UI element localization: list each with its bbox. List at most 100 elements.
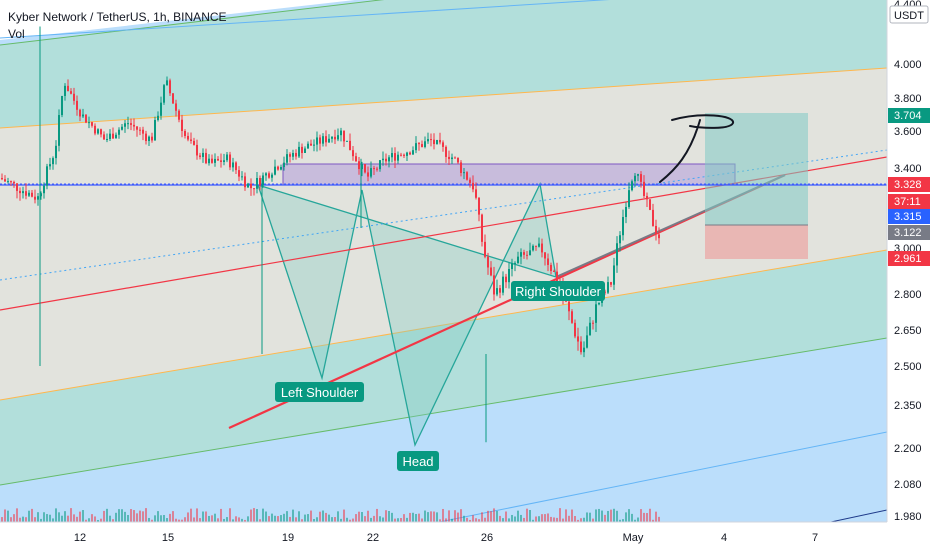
candle bbox=[454, 156, 456, 159]
volume-bar bbox=[316, 517, 318, 522]
channel-lower-green-band bbox=[0, 250, 887, 485]
candle bbox=[52, 156, 54, 170]
volume-bar bbox=[439, 519, 441, 522]
candle bbox=[424, 136, 426, 149]
price-tick-label: 2.080 bbox=[894, 479, 922, 491]
candle bbox=[526, 251, 528, 260]
volume-bar bbox=[241, 518, 243, 522]
candle bbox=[397, 151, 399, 164]
volume-bar bbox=[76, 516, 78, 522]
candle bbox=[400, 152, 402, 157]
candle bbox=[298, 141, 300, 158]
volume-bar bbox=[490, 511, 492, 522]
chart-symbol-title: Kyber Network / TetherUS, 1h, BINANCE bbox=[8, 10, 227, 24]
volume-bar bbox=[310, 510, 312, 522]
volume-bar bbox=[370, 517, 372, 522]
volume-bar bbox=[82, 510, 84, 522]
volume-bar bbox=[193, 517, 195, 522]
time-tick-label: 26 bbox=[481, 532, 493, 544]
volume-bar bbox=[406, 517, 408, 522]
volume-bar bbox=[598, 508, 600, 522]
candle bbox=[250, 178, 252, 196]
candle bbox=[181, 114, 183, 138]
candle bbox=[76, 95, 78, 116]
candle bbox=[247, 182, 249, 188]
candle bbox=[376, 166, 378, 172]
candle bbox=[319, 134, 321, 151]
price-tag-text: 2.961 bbox=[894, 253, 922, 265]
candle bbox=[427, 132, 429, 144]
volume-bar bbox=[343, 509, 345, 522]
volume-bar bbox=[379, 516, 381, 522]
volume-bar bbox=[385, 510, 387, 522]
candle bbox=[37, 192, 39, 206]
candle bbox=[364, 163, 366, 174]
time-tick-label: 22 bbox=[367, 532, 379, 544]
candle bbox=[109, 129, 111, 141]
volume-bar bbox=[178, 519, 180, 522]
volume-bar bbox=[1, 517, 3, 522]
candle bbox=[226, 151, 228, 163]
candle bbox=[406, 151, 408, 161]
candle bbox=[640, 171, 642, 188]
volume-bar bbox=[265, 511, 267, 522]
volume-bar bbox=[646, 513, 648, 522]
currency-badge[interactable] bbox=[889, 5, 929, 24]
candle bbox=[301, 143, 303, 159]
volume-bar bbox=[334, 517, 336, 522]
label-right-shoulder-text: Right Shoulder bbox=[515, 284, 602, 299]
channel-bottom-blue-band bbox=[0, 338, 887, 522]
volume-bar bbox=[37, 512, 39, 522]
volume-bar bbox=[220, 508, 222, 522]
candle bbox=[10, 180, 12, 186]
volume-bar bbox=[583, 517, 585, 522]
price-tag-text: 3.328 bbox=[894, 179, 922, 191]
candle bbox=[31, 189, 33, 198]
channel-line-upper bbox=[0, 67, 887, 129]
price-tag: 3.704 bbox=[888, 108, 930, 123]
candle bbox=[391, 147, 393, 163]
candle bbox=[145, 130, 147, 145]
candle bbox=[586, 326, 588, 349]
volume-bar bbox=[427, 512, 429, 522]
candle bbox=[19, 187, 21, 201]
candle bbox=[625, 202, 627, 224]
volume-bar bbox=[589, 512, 591, 522]
candle bbox=[154, 116, 156, 141]
candle bbox=[157, 111, 159, 122]
volume-bar bbox=[640, 509, 642, 522]
candle bbox=[430, 133, 432, 147]
candle bbox=[7, 177, 9, 184]
candle bbox=[592, 320, 594, 330]
volume-bar bbox=[202, 511, 204, 522]
time-axis[interactable] bbox=[0, 522, 932, 550]
candle bbox=[151, 132, 153, 143]
volume-bar bbox=[16, 508, 18, 522]
candle bbox=[622, 209, 624, 241]
volume-bar bbox=[649, 508, 651, 522]
price-tag: 2.961 bbox=[888, 251, 930, 266]
volume-bar bbox=[124, 511, 126, 522]
volume-bar bbox=[277, 516, 279, 522]
candle bbox=[244, 172, 246, 191]
candle bbox=[655, 219, 657, 241]
price-tag: 37:11 bbox=[888, 194, 930, 209]
candle bbox=[313, 139, 315, 152]
candle bbox=[235, 161, 237, 174]
channel-line-outer-bottom bbox=[436, 431, 887, 522]
volume-group bbox=[1, 508, 660, 522]
volume-bar bbox=[73, 514, 75, 522]
volume-bar bbox=[502, 518, 504, 522]
volume-bar bbox=[169, 513, 171, 522]
price-tick-label: 3.600 bbox=[894, 126, 922, 138]
volume-bar bbox=[355, 514, 357, 522]
candle bbox=[571, 309, 573, 324]
volume-bar bbox=[361, 512, 363, 522]
volume-bar bbox=[421, 518, 423, 522]
volume-bar bbox=[511, 514, 513, 522]
candle bbox=[358, 157, 360, 175]
volume-bar bbox=[109, 515, 111, 522]
volume-bar bbox=[214, 513, 216, 522]
candle bbox=[415, 136, 417, 154]
candle bbox=[538, 237, 540, 248]
